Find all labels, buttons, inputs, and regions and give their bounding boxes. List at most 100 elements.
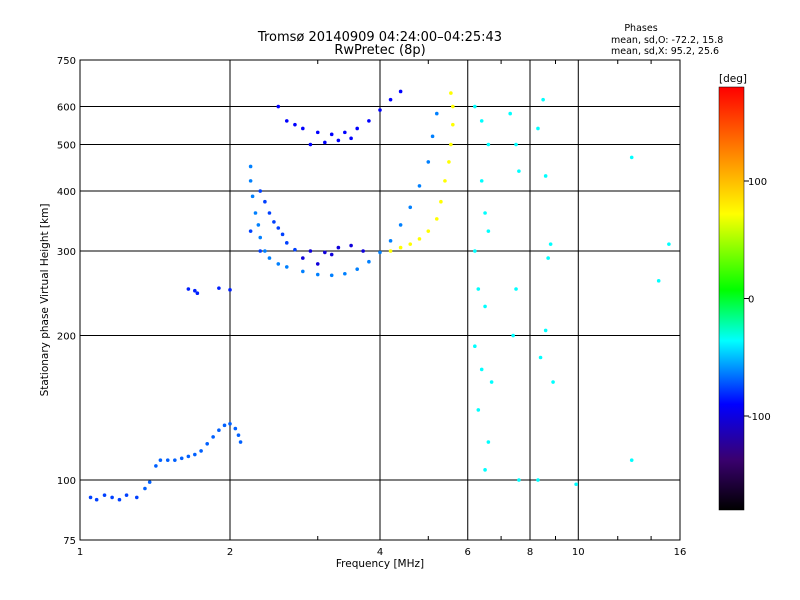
data-point xyxy=(486,142,491,147)
data-point xyxy=(308,142,313,147)
x-tick-label: 8 xyxy=(527,547,533,558)
x-tick-label: 2 xyxy=(227,547,233,558)
y-tick-label: 200 xyxy=(57,332,76,343)
data-point xyxy=(315,262,320,266)
data-point xyxy=(308,249,313,253)
data-point xyxy=(426,229,431,233)
data-point xyxy=(574,482,578,487)
data-point xyxy=(329,132,334,137)
data-point xyxy=(228,421,232,426)
data-point xyxy=(263,249,267,253)
data-point xyxy=(479,119,484,123)
y-tick-label: 75 xyxy=(63,536,76,547)
data-point xyxy=(293,247,297,252)
data-point xyxy=(173,458,177,462)
data-point xyxy=(367,119,371,123)
data-point xyxy=(284,265,289,269)
data-point xyxy=(511,333,515,338)
y-tick-label: 750 xyxy=(57,56,76,67)
data-point xyxy=(355,126,359,131)
colorbar-tick-label: 0 xyxy=(748,295,754,306)
data-point xyxy=(323,250,327,255)
data-point xyxy=(517,478,521,482)
data-point xyxy=(473,104,477,109)
data-point xyxy=(186,454,191,459)
data-point xyxy=(272,220,276,224)
data-point xyxy=(329,252,334,257)
data-point xyxy=(263,199,267,204)
data-point xyxy=(143,486,147,491)
data-point xyxy=(258,235,263,240)
data-point xyxy=(536,478,540,482)
x-tick-label: 1 xyxy=(77,547,83,558)
data-point xyxy=(473,344,477,349)
y-axis-label: Stationary phase Virtual Height [km] xyxy=(39,204,51,397)
y-axis-ticks: 75 100 200 300 400 500 600 750 xyxy=(57,56,76,547)
data-point xyxy=(258,189,263,193)
data-point xyxy=(479,367,484,372)
chart-subtitle: RwPretec (8p) xyxy=(334,43,425,58)
data-point xyxy=(489,380,494,384)
phases-info-o: mean, sd,O: -72.2, 15.8 xyxy=(611,35,723,46)
data-point xyxy=(398,245,403,250)
data-point xyxy=(336,138,341,143)
data-point xyxy=(543,174,548,178)
phases-info-x: mean, sd,X: 95.2, 25.6 xyxy=(611,46,719,57)
x-axis-label: Frequency [MHz] xyxy=(336,558,424,570)
data-point xyxy=(211,435,215,439)
y-tick-label: 500 xyxy=(57,141,76,152)
data-point xyxy=(349,136,353,141)
data-point xyxy=(543,328,548,333)
data-point xyxy=(629,155,634,160)
data-point xyxy=(476,287,481,291)
colorbar-tick-label: 100 xyxy=(748,177,767,188)
data-point xyxy=(280,232,285,237)
data-point xyxy=(110,495,114,500)
data-point xyxy=(102,493,107,497)
data-point xyxy=(476,408,481,412)
data-point xyxy=(217,286,221,290)
data-point xyxy=(378,108,382,112)
data-point xyxy=(388,239,393,243)
data-point xyxy=(267,211,272,215)
data-point xyxy=(301,269,305,274)
colorbar-tick-label: -100 xyxy=(748,412,771,423)
data-point xyxy=(451,104,455,109)
data-point xyxy=(483,468,487,472)
data-point xyxy=(258,249,263,253)
data-point xyxy=(656,279,661,283)
data-point xyxy=(205,441,209,446)
data-point xyxy=(336,245,341,250)
x-tick-label: 4 xyxy=(377,547,383,558)
data-point xyxy=(238,440,243,444)
data-point xyxy=(248,179,253,183)
data-point xyxy=(538,355,543,360)
data-point xyxy=(443,179,447,183)
data-point xyxy=(398,223,403,227)
data-point xyxy=(483,304,487,309)
data-point xyxy=(517,169,521,173)
data-point xyxy=(447,160,451,164)
x-axis-ticks: 1 2 4 6 8 10 16 xyxy=(77,60,686,558)
data-point xyxy=(449,142,453,147)
data-point xyxy=(186,287,191,291)
data-point xyxy=(667,242,671,246)
data-point xyxy=(426,160,431,164)
y-tick-label: 300 xyxy=(57,247,76,258)
data-point xyxy=(541,97,545,102)
data-point xyxy=(536,126,540,131)
data-point xyxy=(349,243,353,248)
data-point xyxy=(514,142,518,147)
data-point xyxy=(449,91,453,95)
data-point xyxy=(276,104,281,109)
data-point xyxy=(439,199,443,204)
data-point xyxy=(417,237,422,241)
data-point xyxy=(430,134,435,139)
data-point xyxy=(551,380,555,384)
data-point xyxy=(94,497,99,502)
data-point xyxy=(548,242,553,246)
y-tick-label: 100 xyxy=(57,476,76,487)
data-point xyxy=(233,426,238,431)
data-point xyxy=(88,495,93,500)
